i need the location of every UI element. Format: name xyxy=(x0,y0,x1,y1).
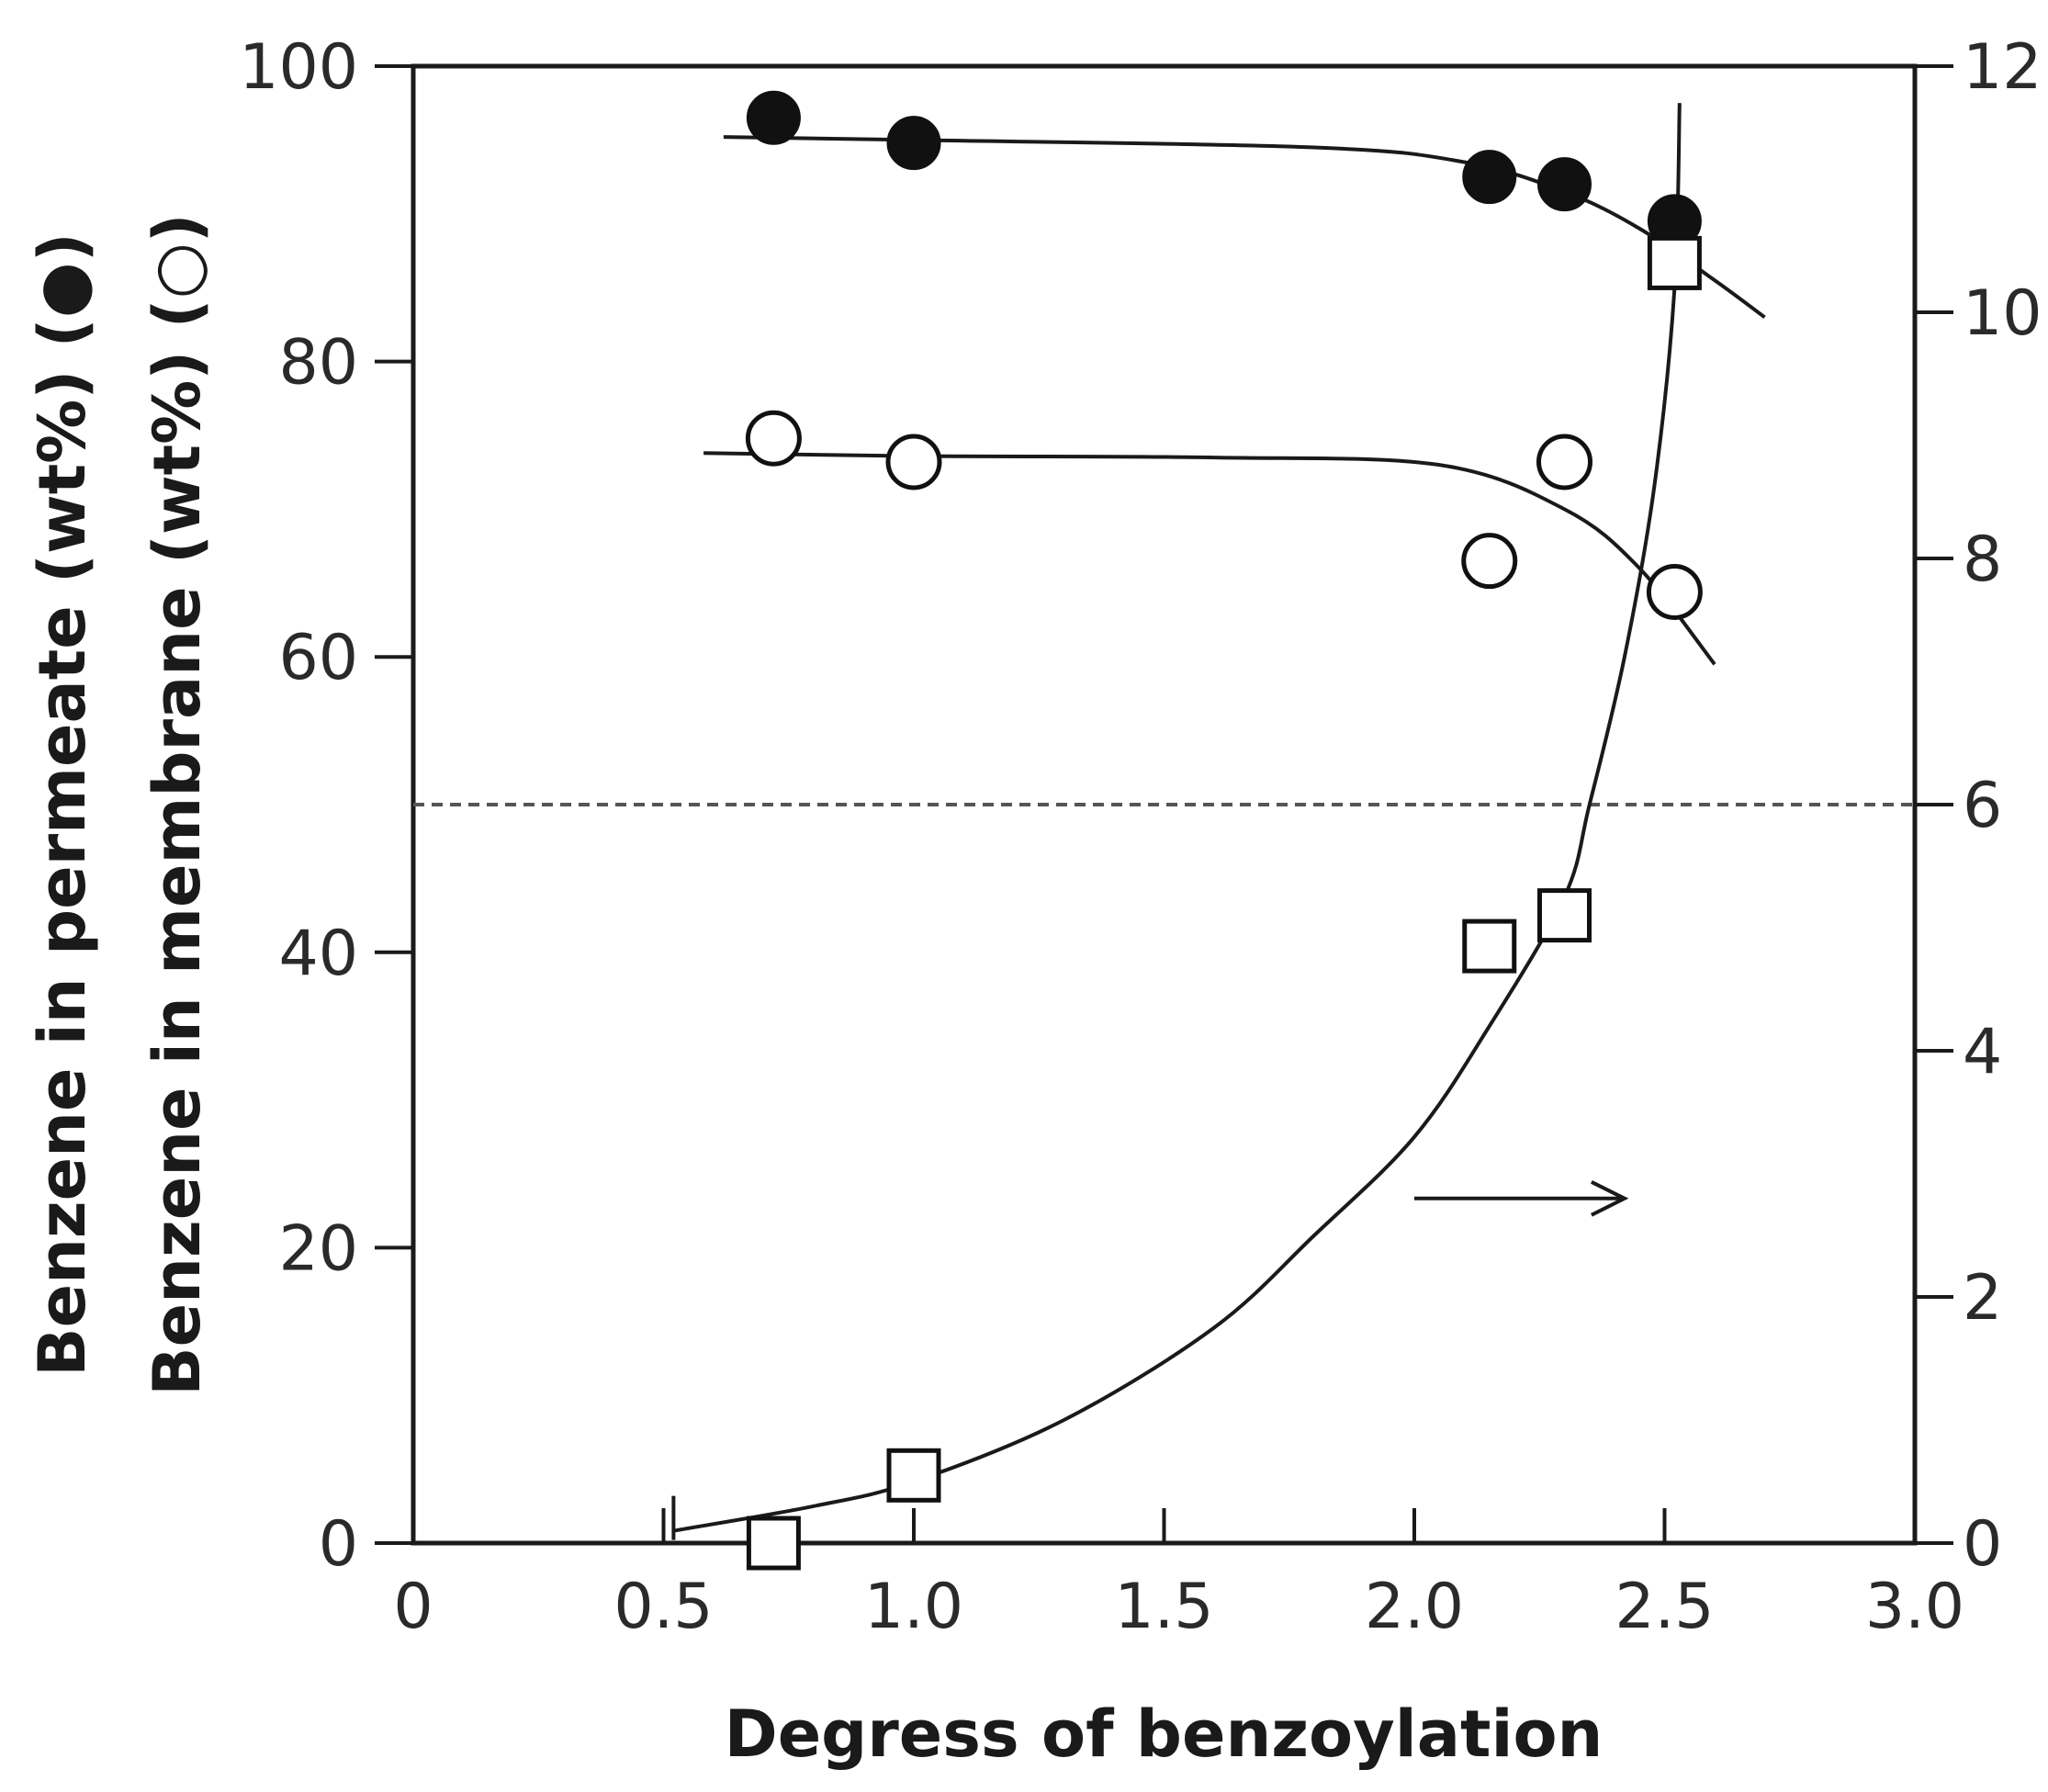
membrane-point xyxy=(1536,434,1592,490)
membrane-point xyxy=(1646,563,1703,620)
x-tick-label: 3.0 xyxy=(1865,1571,1964,1643)
permeate-point xyxy=(1462,150,1517,205)
membrane-point xyxy=(1461,533,1518,590)
y-axis-label-group: Benzene in permeate (wt%) (●) Benzene in… xyxy=(25,213,215,1395)
square-point xyxy=(1537,888,1592,943)
y-right-tick-label: 2 xyxy=(1963,1262,2002,1335)
x-tick-label: 0.5 xyxy=(613,1571,713,1643)
membrane-point xyxy=(745,410,802,467)
ticks-layer xyxy=(375,64,1953,1545)
membrane-point xyxy=(885,434,942,490)
permeate-point xyxy=(886,116,941,171)
square-point xyxy=(746,1516,801,1571)
y-right-tick-label: 4 xyxy=(1963,1016,2002,1088)
y-axis-label-permeate-text: Benzene in permeate (wt%) ( xyxy=(25,318,100,1376)
right-axis-arrow-head xyxy=(1591,1180,1629,1217)
y-axis-label-membrane-close: ) xyxy=(140,213,215,242)
x-tick-label: 1.5 xyxy=(1114,1571,1213,1643)
y-left-tick-label: 60 xyxy=(278,622,358,694)
y-left-tick-label: 20 xyxy=(278,1212,358,1285)
x-tick-label: 2.5 xyxy=(1615,1571,1714,1643)
x-tick-label: 1.0 xyxy=(864,1571,963,1643)
annotation-layer xyxy=(1414,1180,1629,1217)
fit-curve xyxy=(723,135,1766,319)
filled-circle-icon: ● xyxy=(25,262,100,318)
x-tick-label: 0 xyxy=(393,1571,433,1643)
y-axis-label-permeate: Benzene in permeate (wt%) (●) xyxy=(25,232,100,1377)
square-point xyxy=(1462,919,1517,974)
y-axis-label-membrane: Benzene in membrane (wt%) (○) xyxy=(140,213,215,1395)
y-right-tick-label: 6 xyxy=(1963,770,2002,842)
permeate-point xyxy=(746,90,801,145)
open-circle-icon: ○ xyxy=(140,242,215,299)
x-axis-label: Degress of benzoylation xyxy=(725,1696,1604,1772)
y-axis-label-permeate-close: ) xyxy=(25,232,100,262)
x-tick-label: 2.0 xyxy=(1365,1571,1464,1643)
data-points-layer xyxy=(745,90,1703,1571)
y-axis-label-membrane-text: Benzene in membrane (wt%) ( xyxy=(140,299,215,1395)
y-right-tick-label: 0 xyxy=(1963,1508,2002,1581)
y-right-tick-label: 8 xyxy=(1963,524,2002,596)
permeate-point xyxy=(1537,157,1592,212)
y-left-tick-label: 100 xyxy=(239,31,358,104)
square-point xyxy=(1647,235,1702,290)
y-left-tick-label: 0 xyxy=(319,1508,358,1581)
fit-curve xyxy=(673,103,1682,1533)
fit-curves-layer xyxy=(671,103,1766,1540)
y-right-tick-label: 12 xyxy=(1963,31,2042,104)
y-left-tick-label: 40 xyxy=(278,918,358,990)
y-right-tick-label: 10 xyxy=(1963,277,2042,350)
y-left-tick-label: 80 xyxy=(278,327,358,400)
square-point xyxy=(886,1448,941,1503)
